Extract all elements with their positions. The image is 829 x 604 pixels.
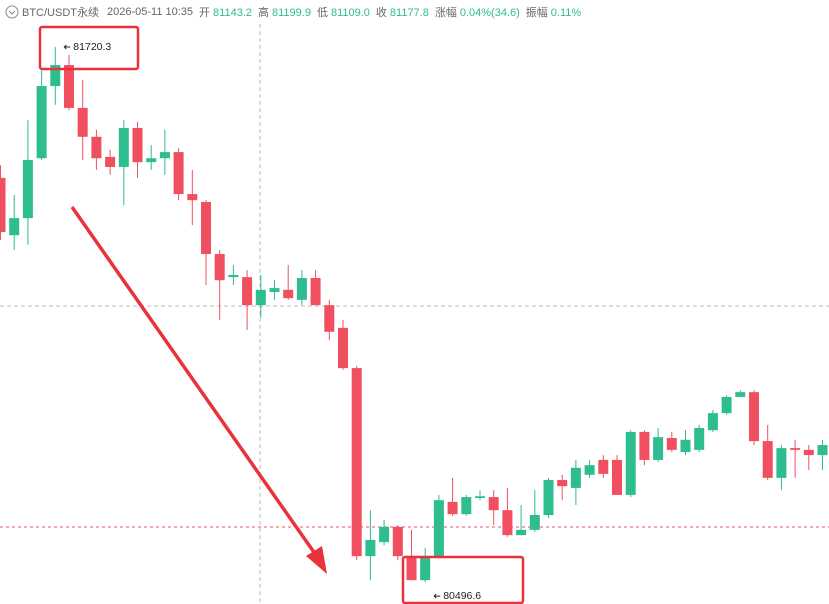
high-box bbox=[38, 25, 140, 71]
ohlc-items: 开 81143.2 高 81199.9 低 81109.0 收 81177.8 涨幅 0.04%(… bbox=[199, 4, 587, 20]
candle-body bbox=[406, 556, 417, 581]
candle-body bbox=[338, 327, 348, 369]
item-value: 81177.8 bbox=[389, 7, 429, 19]
candle-body bbox=[653, 437, 664, 460]
candle-body bbox=[146, 158, 157, 163]
annotation-arrow bbox=[63, 44, 71, 50]
candle-body bbox=[803, 449, 814, 456]
candle-body bbox=[680, 439, 691, 453]
candle-body bbox=[570, 467, 581, 488]
annotation-arrow bbox=[433, 593, 441, 599]
candle-body bbox=[557, 480, 568, 487]
trend-arrow-head bbox=[306, 546, 327, 574]
candle-body bbox=[379, 526, 390, 543]
candles bbox=[0, 47, 828, 583]
candle-body bbox=[639, 431, 650, 460]
candle-body bbox=[721, 396, 732, 414]
candle-body bbox=[214, 253, 225, 281]
candle-body bbox=[9, 218, 20, 236]
candle-body bbox=[817, 445, 828, 456]
candle-body bbox=[735, 392, 746, 397]
candle-body bbox=[584, 465, 595, 475]
candle-body bbox=[324, 305, 335, 332]
candle-body bbox=[228, 274, 239, 278]
candle-body bbox=[351, 368, 362, 557]
candle-body bbox=[433, 500, 444, 557]
price-annotation: 80496.6 bbox=[443, 590, 481, 602]
time: 2026-05-11 10:35 bbox=[107, 6, 194, 18]
candle-body bbox=[625, 431, 636, 495]
item-label: 涨幅 bbox=[434, 7, 457, 19]
item-label: 低 bbox=[316, 7, 328, 19]
candle-body bbox=[488, 497, 499, 511]
candle-body bbox=[283, 289, 294, 299]
candle-body bbox=[173, 152, 184, 195]
candle-body bbox=[392, 526, 403, 557]
item-label: 收 bbox=[375, 7, 387, 19]
candle-body bbox=[296, 278, 307, 300]
candle-body bbox=[447, 501, 458, 515]
candle-body bbox=[598, 459, 609, 474]
item-value: 0.04%(34.6) bbox=[459, 7, 520, 19]
candle-body bbox=[666, 438, 677, 450]
trend-arrow bbox=[70, 205, 320, 560]
candle-body bbox=[612, 459, 622, 495]
candle-body bbox=[187, 194, 198, 201]
candle-body bbox=[790, 448, 801, 450]
candle-body bbox=[529, 515, 540, 530]
header: BTC/USDT永续 2026-05-11 10:35 开 81143.2 高 811… bbox=[0, 0, 590, 24]
candle-body bbox=[201, 201, 211, 254]
candle-body bbox=[36, 86, 47, 159]
candle-body bbox=[310, 278, 321, 306]
candle-body bbox=[255, 289, 266, 306]
candle-body bbox=[420, 556, 431, 581]
price-annotation: 81720.3 bbox=[73, 41, 111, 53]
candle-body bbox=[0, 177, 6, 233]
item-value: 81143.2 bbox=[213, 7, 252, 19]
candle-body bbox=[776, 448, 787, 478]
candle-body bbox=[50, 65, 61, 87]
candle-body bbox=[461, 497, 472, 515]
candle-body bbox=[707, 413, 718, 431]
candle-body bbox=[22, 159, 33, 219]
candle-body bbox=[502, 510, 513, 536]
item-value: 0.11% bbox=[550, 7, 582, 19]
item-value: 81109.0 bbox=[330, 7, 370, 19]
item-value: 81199.9 bbox=[272, 7, 311, 19]
candle-body bbox=[118, 128, 129, 167]
candle-body bbox=[64, 65, 74, 108]
candle-body bbox=[159, 152, 170, 159]
low-box bbox=[401, 555, 525, 604]
candle-body bbox=[762, 441, 773, 478]
candle-body bbox=[77, 107, 88, 137]
symbol: BTC/USDT永续 bbox=[22, 7, 99, 19]
candle-body bbox=[365, 539, 376, 557]
candle-body bbox=[91, 136, 102, 159]
candle-body bbox=[475, 496, 485, 498]
item-label: 高 bbox=[258, 7, 269, 19]
candle-body bbox=[694, 427, 705, 450]
collapse-icon[interactable] bbox=[0, 2, 22, 22]
candle-body bbox=[516, 529, 527, 536]
candle-body bbox=[543, 480, 554, 516]
item-label: 振幅 bbox=[525, 7, 548, 19]
candle-body bbox=[105, 156, 116, 167]
item-label: 开 bbox=[199, 7, 211, 19]
candle-body bbox=[242, 277, 253, 306]
candle-body bbox=[749, 392, 759, 442]
candle-body bbox=[132, 128, 143, 163]
candle-body bbox=[269, 288, 280, 293]
